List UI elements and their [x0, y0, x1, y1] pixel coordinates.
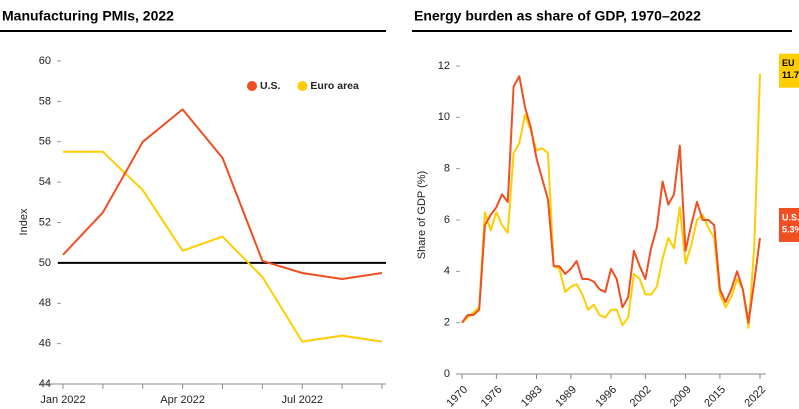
chart-title: Manufacturing PMIs, 2022 — [2, 8, 174, 24]
x-tick-label: 2009 — [668, 384, 694, 409]
x-tick-label: Jul 2022 — [281, 394, 323, 406]
y-tick-label: 12 — [438, 60, 450, 72]
end-label-box — [779, 207, 799, 242]
y-tick-label: 52 — [39, 216, 51, 228]
x-tick-label: 2002 — [628, 384, 654, 409]
y-tick-label: 54 — [39, 176, 51, 188]
end-label-name: EU — [782, 58, 795, 68]
x-tick-label: 1976 — [479, 384, 505, 409]
x-tick-label: Apr 2022 — [160, 394, 205, 406]
y-axis-title: Index — [18, 208, 30, 235]
legend-swatch — [297, 81, 308, 91]
y-tick-label: 8 — [444, 163, 450, 175]
y-tick-label: 60 — [39, 55, 51, 67]
series-line — [461, 75, 761, 324]
legend-swatch — [247, 81, 257, 91]
x-tick-label: Jan 2022 — [40, 394, 85, 406]
y-tick-label: 2 — [444, 317, 450, 329]
end-label-box — [779, 53, 799, 88]
end-label-name: U.S. — [782, 212, 799, 222]
y-tick-label: 58 — [39, 95, 51, 107]
title-rule — [412, 30, 792, 32]
y-tick-label: 6 — [444, 214, 450, 226]
x-tick-label: 1970 — [444, 384, 470, 409]
y-tick-label: 56 — [39, 136, 51, 148]
chart-title: Energy burden as share of GDP, 1970–2022 — [414, 8, 701, 24]
x-tick-label: 1996 — [593, 384, 619, 409]
x-tick-label: 1983 — [519, 384, 545, 409]
series-line — [62, 108, 383, 280]
legend-label: U.S. — [260, 80, 281, 92]
y-tick-label: 46 — [39, 338, 51, 350]
legend-label: Euro area — [310, 80, 359, 92]
y-tick-label: 0 — [444, 368, 450, 380]
y-tick-label: 4 — [444, 265, 450, 277]
title-rule — [0, 30, 386, 32]
y-tick-label: 10 — [438, 111, 450, 123]
y-axis-title: Share of GDP (%) — [416, 171, 428, 259]
x-tick-label: 2015 — [702, 384, 728, 409]
end-label-value: 5.3% — [782, 224, 799, 234]
x-tick-label: 1989 — [553, 384, 579, 409]
series-line — [63, 150, 383, 343]
x-tick-label: 2022 — [742, 384, 768, 409]
y-tick-label: 50 — [39, 257, 51, 269]
end-label-value: 11.7% — [782, 70, 799, 80]
series-line — [461, 73, 761, 329]
y-tick-label: 48 — [39, 297, 51, 309]
